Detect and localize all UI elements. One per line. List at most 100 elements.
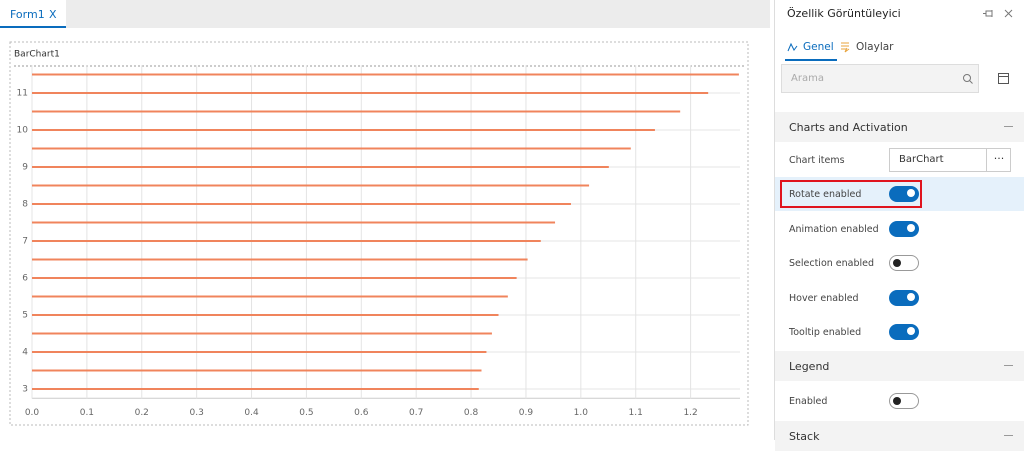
- x-tick-label: 0.5: [299, 408, 313, 418]
- designer-area: Form1 X BarChart1 0.0 0.1 0.2 0.3 0.4 0.5 0.6 0…: [0, 0, 770, 440]
- property-panel: Özellik Görüntüleyici Genel Olaylar Aram…: [774, 0, 1024, 451]
- bar: [32, 332, 492, 335]
- y-tick-label: 11: [17, 89, 28, 99]
- bar: [32, 351, 487, 353]
- close-icon[interactable]: [1004, 9, 1013, 18]
- tab-title: Form1: [10, 8, 45, 21]
- more-button[interactable]: ···: [986, 149, 1011, 171]
- y-tick-label: 6: [22, 274, 28, 284]
- toggle-knob: [893, 397, 901, 406]
- bar: [32, 277, 517, 279]
- bar: [32, 92, 709, 94]
- x-tick-label: 0.2: [135, 408, 149, 418]
- x-tick-label: 0.0: [25, 408, 40, 418]
- property-label: Rotate enabled: [789, 189, 862, 201]
- property-row: Hover enabled: [775, 281, 1024, 315]
- x-tick-label: 1.1: [629, 408, 643, 418]
- bar: [32, 184, 590, 187]
- bar: [32, 388, 479, 390]
- y-tick-label: 8: [22, 200, 28, 210]
- property-label: Selection enabled: [789, 258, 875, 270]
- property-label: Chart items: [789, 155, 845, 166]
- toggle-knob: [907, 223, 915, 232]
- document-tab[interactable]: Form1 X: [0, 0, 66, 28]
- chart: BarChart1 0.0 0.1 0.2 0.3 0.4 0.5 0.6 0.7 0.8 0.9…: [9, 41, 749, 426]
- x-tick-label: 0.1: [80, 408, 94, 418]
- toggle-switch[interactable]: [889, 220, 919, 237]
- collapse-icon[interactable]: [1004, 126, 1013, 127]
- section-title: Legend: [789, 360, 830, 374]
- panel-header-icons: [983, 9, 1013, 18]
- property-row: Selection enabled: [775, 246, 1024, 280]
- genel-icon: [787, 42, 798, 52]
- section-title: Charts and Activation: [789, 121, 908, 134]
- x-tick-label: 0.9: [519, 408, 534, 418]
- property-row: Rotate enabled: [775, 177, 1024, 212]
- bar: [32, 295, 508, 298]
- collapse-icon[interactable]: [1004, 365, 1013, 367]
- property-row: Enabled: [775, 384, 1024, 418]
- form-canvas: BarChart1 0.0 0.1 0.2 0.3 0.4 0.5 0.6 0.7 0.8 0.9…: [0, 28, 770, 440]
- toggle-switch[interactable]: [889, 289, 919, 306]
- toggle-switch[interactable]: [889, 324, 919, 340]
- tab-olaylar[interactable]: Olaylar: [839, 37, 909, 61]
- y-tick-label: 9: [22, 163, 28, 173]
- property-label: Tooltip enabled: [789, 327, 862, 338]
- toggle-knob: [893, 259, 901, 268]
- collapse-icon[interactable]: [1004, 434, 1013, 436]
- section-header[interactable]: Charts and Activation: [775, 112, 1024, 142]
- chart-frame: [9, 41, 749, 426]
- y-tick-label: 5: [22, 311, 28, 321]
- toggle-switch[interactable]: [889, 255, 919, 272]
- tab-genel[interactable]: Genel: [785, 37, 837, 61]
- bar: [32, 221, 556, 224]
- bar: [32, 147, 631, 150]
- panel-title: Özellik Görüntüleyici: [787, 7, 901, 20]
- y-tick-label: 3: [22, 385, 28, 395]
- toggle-knob: [907, 327, 915, 335]
- olaylar-icon: [841, 42, 850, 53]
- bar: [32, 369, 482, 372]
- x-tick-label: 0.4: [244, 408, 259, 418]
- x-tick-label: 1.2: [683, 408, 697, 418]
- property-label: Animation enabled: [789, 223, 879, 235]
- toggle-switch[interactable]: [889, 186, 919, 203]
- bar: [32, 129, 655, 131]
- tab-label: Genel: [803, 41, 834, 53]
- toggle-knob: [907, 189, 915, 198]
- y-tick-label: 4: [22, 348, 28, 358]
- section-header[interactable]: Stack: [775, 420, 1024, 451]
- highlight-box: [780, 180, 922, 209]
- tab-label: Olaylar: [856, 41, 894, 53]
- property-label: Enabled: [789, 396, 828, 408]
- pin-icon[interactable]: [983, 10, 993, 17]
- search-placeholder: Arama: [791, 73, 824, 84]
- bar: [32, 203, 571, 205]
- property-value-box[interactable]: BarChart ···: [889, 148, 1011, 172]
- x-tick-label: 0.8: [464, 408, 479, 418]
- bar: [32, 240, 541, 242]
- y-tick-label: 10: [17, 126, 29, 136]
- x-tick-label: 0.3: [189, 408, 203, 418]
- property-row: Tooltip enabled: [775, 315, 1024, 349]
- section-title: Stack: [789, 429, 820, 443]
- property-label: Hover enabled: [789, 292, 859, 304]
- bar: [32, 73, 739, 76]
- search-icon: [963, 74, 973, 84]
- tab-close[interactable]: X: [49, 8, 57, 21]
- toggle-switch[interactable]: [889, 393, 919, 410]
- x-tick-label: 1.0: [574, 408, 589, 418]
- x-tick-label: 0.7: [409, 408, 423, 418]
- x-tick-label: 0.6: [354, 408, 369, 418]
- search-box[interactable]: Arama: [781, 64, 979, 93]
- toggle-knob: [907, 292, 915, 301]
- property-row: Animation enabled: [775, 212, 1024, 246]
- y-tick-label: 7: [22, 237, 28, 247]
- tab-bar: [0, 0, 770, 28]
- bar: [32, 110, 681, 113]
- property-value: BarChart: [899, 154, 944, 165]
- chart-title: BarChart1: [14, 50, 60, 60]
- section-header[interactable]: Legend: [775, 351, 1024, 382]
- layout-button[interactable]: [997, 72, 1011, 86]
